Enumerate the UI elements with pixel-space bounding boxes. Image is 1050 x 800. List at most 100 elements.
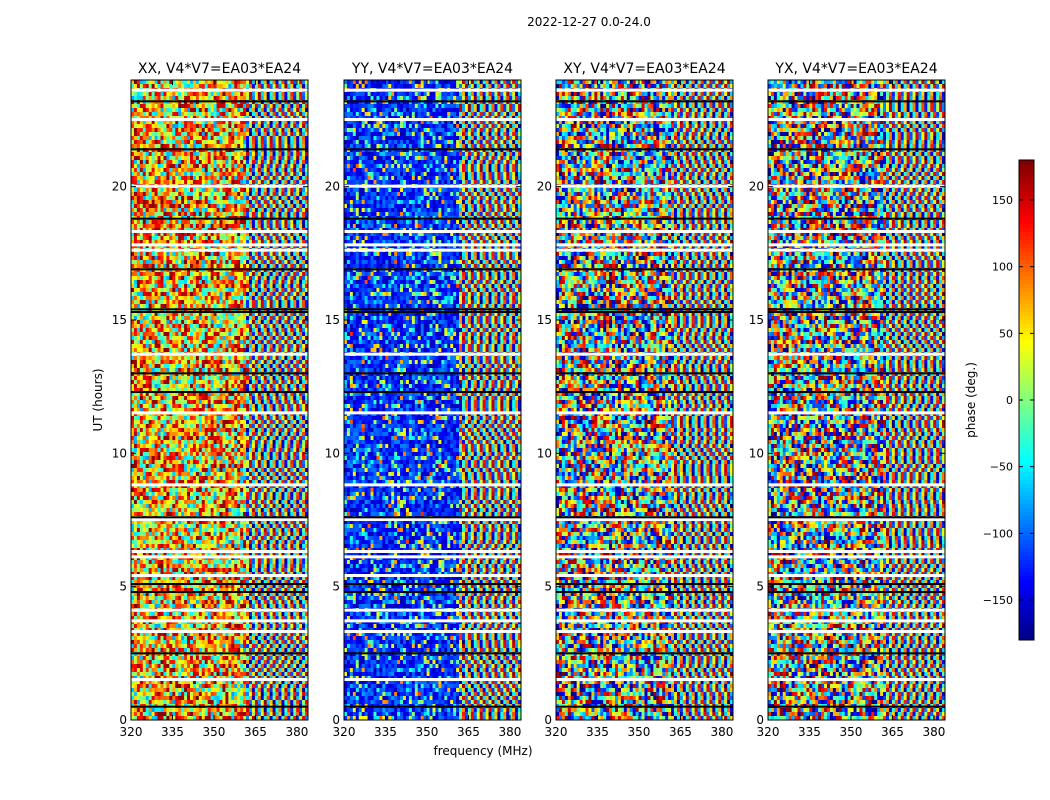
heatmap-cell — [222, 128, 225, 132]
heatmap-cell — [196, 80, 199, 84]
heatmap-cell — [187, 136, 190, 140]
heatmap-cell — [261, 160, 264, 164]
heatmap-cell — [222, 112, 225, 116]
heatmap-cell — [166, 152, 169, 156]
heatmap-cell — [175, 144, 178, 148]
heatmap-cell — [302, 168, 305, 172]
heatmap-cell — [234, 176, 237, 180]
heatmap-cell — [149, 188, 152, 192]
heatmap-cell — [193, 180, 196, 184]
heatmap-cell — [296, 156, 299, 160]
heatmap-cell — [187, 84, 190, 88]
heatmap-cell — [302, 104, 305, 108]
heatmap-cell — [175, 80, 178, 84]
heatmap-cell — [202, 124, 205, 128]
heatmap-cell — [258, 128, 261, 132]
heatmap-cell — [237, 84, 240, 88]
heatmap-cell — [228, 140, 231, 144]
heatmap-cell — [270, 168, 273, 172]
heatmap-cell — [199, 164, 202, 168]
heatmap-cell — [267, 136, 270, 140]
heatmap-cell — [237, 112, 240, 116]
heatmap-cell — [187, 176, 190, 180]
heatmap-cell — [246, 80, 249, 84]
heatmap-cell — [178, 176, 181, 180]
heatmap-cell — [296, 168, 299, 172]
heatmap-cell — [264, 172, 267, 176]
heatmap-cell — [166, 164, 169, 168]
heatmap-cell — [187, 108, 190, 112]
heatmap-cell — [243, 180, 246, 184]
heatmap-cell — [184, 144, 187, 148]
heatmap-cell — [131, 144, 134, 148]
heatmap-cell — [208, 188, 211, 192]
heatmap-cell — [290, 84, 293, 88]
heatmap-cell — [149, 172, 152, 176]
heatmap-cell — [276, 128, 279, 132]
heatmap-cell — [255, 104, 258, 108]
heatmap-cell — [243, 192, 246, 196]
heatmap-cell — [140, 180, 143, 184]
heatmap-cell — [302, 152, 305, 156]
heatmap-cell — [276, 140, 279, 144]
heatmap-cell — [261, 176, 264, 180]
heatmap-cell — [237, 132, 240, 136]
heatmap-cell — [137, 156, 140, 160]
heatmap-cell — [190, 144, 193, 148]
heatmap-cell — [205, 140, 208, 144]
heatmap-cell — [155, 180, 158, 184]
heatmap-cell — [131, 172, 134, 176]
heatmap-cell — [264, 164, 267, 168]
heatmap-cell — [255, 156, 258, 160]
heatmap-cell — [202, 128, 205, 132]
heatmap-cell — [284, 128, 287, 132]
heatmap-cell — [261, 124, 264, 128]
heatmap-cell — [161, 192, 164, 196]
heatmap-cell — [134, 112, 137, 116]
heatmap-cell — [234, 80, 237, 84]
heatmap-cell — [264, 180, 267, 184]
heatmap-cell — [169, 96, 172, 100]
heatmap-cell — [299, 180, 302, 184]
heatmap-cell — [287, 80, 290, 84]
heatmap-cell — [252, 168, 255, 172]
heatmap-cell — [143, 136, 146, 140]
heatmap-cell — [196, 164, 199, 168]
heatmap-cell — [178, 96, 181, 100]
heatmap-cell — [184, 104, 187, 108]
heatmap-cell — [134, 176, 137, 180]
heatmap-cell — [299, 192, 302, 196]
heatmap-cell — [261, 180, 264, 184]
heatmap-cell — [231, 192, 234, 196]
heatmap-cell — [175, 172, 178, 176]
heatmap-cell — [163, 124, 166, 128]
heatmap-cell — [220, 128, 223, 132]
heatmap-cell — [146, 188, 149, 192]
heatmap-cell — [296, 172, 299, 176]
heatmap-cell — [208, 164, 211, 168]
heatmap-cell — [284, 132, 287, 136]
heatmap-cell — [166, 188, 169, 192]
heatmap-cell — [211, 180, 214, 184]
heatmap-cell — [146, 164, 149, 168]
heatmap-cell — [249, 112, 252, 116]
heatmap-cell — [258, 132, 261, 136]
heatmap-cell — [276, 80, 279, 84]
heatmap-cell — [190, 180, 193, 184]
heatmap-cell — [258, 108, 261, 112]
heatmap-cell — [181, 168, 184, 172]
heatmap-cell — [184, 152, 187, 156]
heatmap-cell — [152, 200, 155, 204]
heatmap-cell — [169, 112, 172, 116]
heatmap-cell — [166, 96, 169, 100]
heatmap-cell — [172, 172, 175, 176]
heatmap-cell — [166, 180, 169, 184]
heatmap-cell — [140, 192, 143, 196]
heatmap-cell — [178, 136, 181, 140]
heatmap-cell — [284, 140, 287, 144]
x-axis-label: frequency (MHz) — [433, 744, 532, 758]
heatmap-cell — [258, 188, 261, 192]
panel-xx: XX, V4*V7=EA03*EA24320 335 350 365 380051015… — [112, 61, 309, 739]
heatmap-cell — [290, 144, 293, 148]
heatmap-cell — [149, 164, 152, 168]
